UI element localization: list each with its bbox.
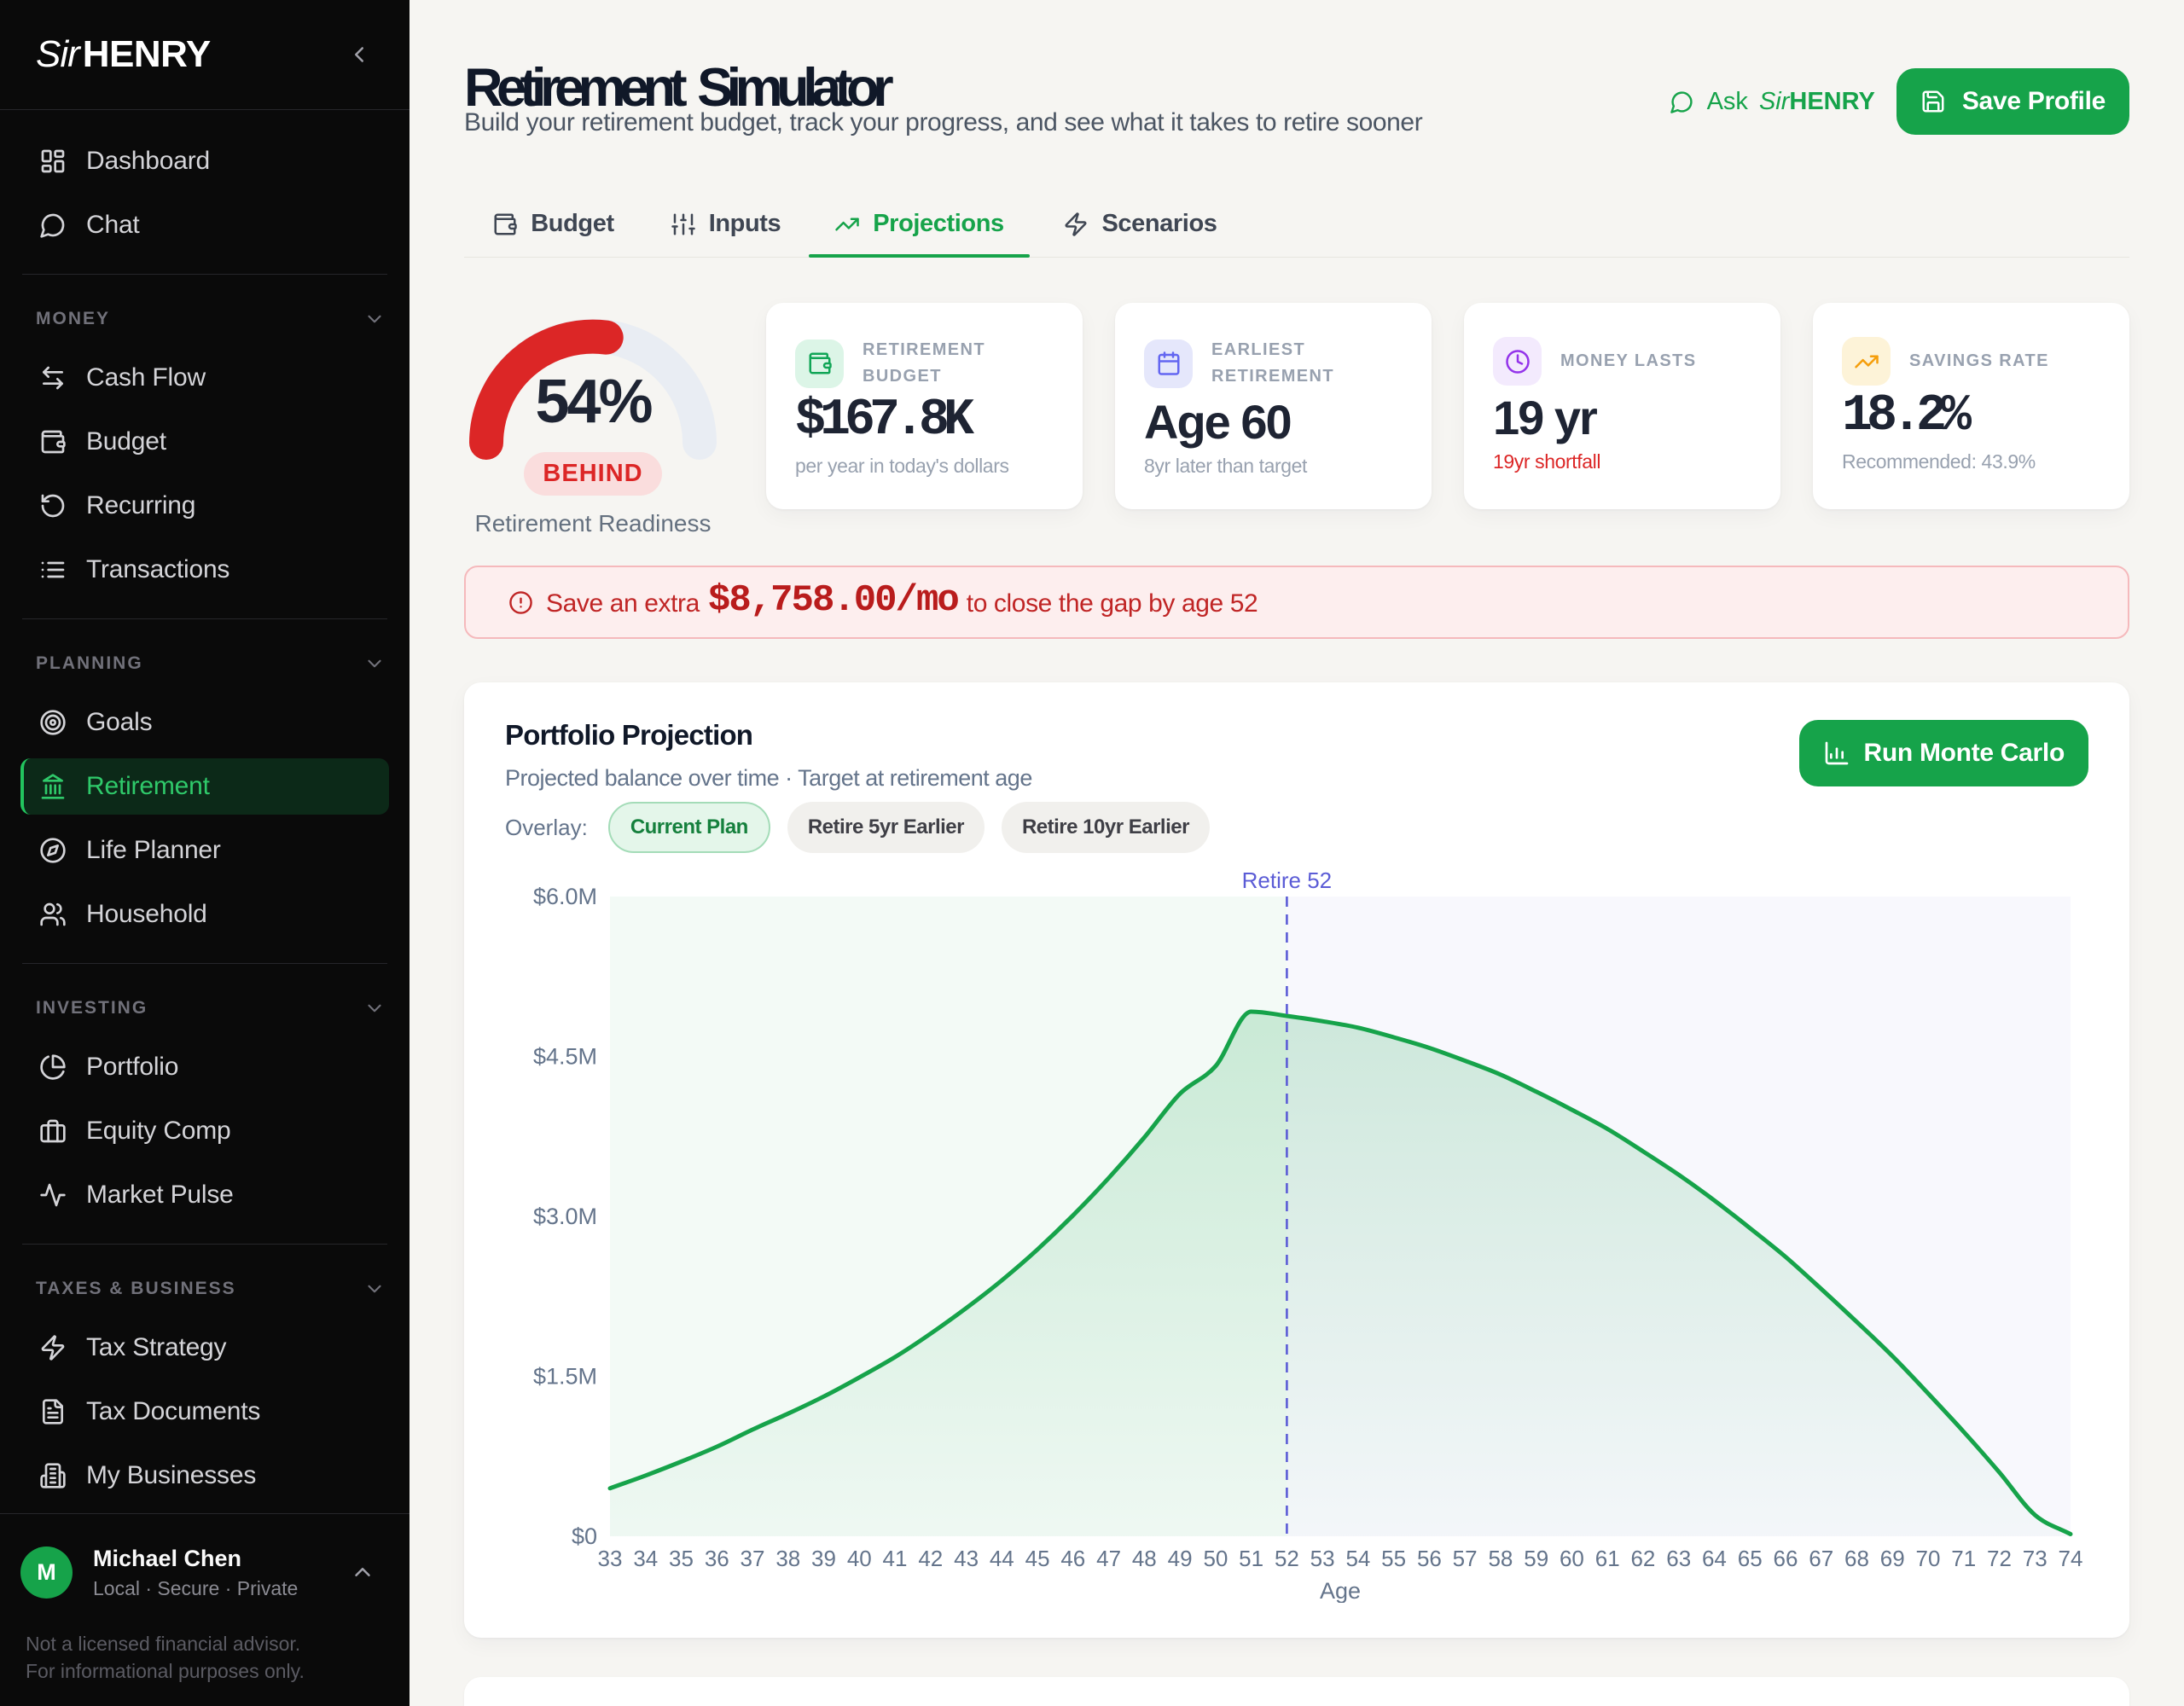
svg-text:52: 52	[1275, 1546, 1299, 1571]
svg-text:34: 34	[633, 1546, 658, 1571]
svg-text:58: 58	[1488, 1546, 1513, 1571]
svg-text:62: 62	[1630, 1546, 1655, 1571]
svg-text:51: 51	[1239, 1546, 1263, 1571]
svg-text:63: 63	[1666, 1546, 1691, 1571]
svg-text:57: 57	[1453, 1546, 1478, 1571]
svg-text:72: 72	[1987, 1546, 2012, 1571]
svg-text:61: 61	[1595, 1546, 1620, 1571]
svg-text:67: 67	[1809, 1546, 1833, 1571]
svg-text:33: 33	[598, 1546, 623, 1571]
svg-text:49: 49	[1168, 1546, 1193, 1571]
svg-text:59: 59	[1524, 1546, 1548, 1571]
svg-text:36: 36	[705, 1546, 729, 1571]
svg-text:50: 50	[1203, 1546, 1228, 1571]
svg-text:70: 70	[1916, 1546, 1941, 1571]
svg-text:$3.0M: $3.0M	[533, 1204, 597, 1229]
svg-text:Retire 52: Retire 52	[1242, 869, 1333, 893]
svg-text:68: 68	[1844, 1546, 1869, 1571]
svg-text:66: 66	[1774, 1546, 1798, 1571]
svg-text:39: 39	[811, 1546, 836, 1571]
svg-text:$1.5M: $1.5M	[533, 1364, 597, 1390]
svg-text:69: 69	[1880, 1546, 1905, 1571]
svg-text:$4.5M: $4.5M	[533, 1044, 597, 1070]
svg-text:71: 71	[1951, 1546, 1976, 1571]
svg-text:Age: Age	[1320, 1578, 1361, 1603]
svg-text:$0: $0	[572, 1523, 597, 1549]
svg-text:54: 54	[1345, 1546, 1370, 1571]
svg-text:48: 48	[1132, 1546, 1157, 1571]
svg-text:43: 43	[954, 1546, 979, 1571]
svg-text:35: 35	[669, 1546, 694, 1571]
svg-text:46: 46	[1060, 1546, 1085, 1571]
svg-text:38: 38	[775, 1546, 800, 1571]
svg-text:45: 45	[1025, 1546, 1050, 1571]
svg-text:47: 47	[1096, 1546, 1121, 1571]
svg-text:74: 74	[2059, 1546, 2083, 1571]
svg-text:55: 55	[1381, 1546, 1406, 1571]
svg-text:64: 64	[1702, 1546, 1727, 1571]
svg-text:53: 53	[1310, 1546, 1335, 1571]
svg-text:73: 73	[2023, 1546, 2048, 1571]
svg-text:41: 41	[883, 1546, 908, 1571]
svg-text:60: 60	[1560, 1546, 1584, 1571]
svg-text:37: 37	[741, 1546, 765, 1571]
svg-text:40: 40	[847, 1546, 872, 1571]
svg-text:44: 44	[990, 1546, 1014, 1571]
svg-text:65: 65	[1738, 1546, 1763, 1571]
svg-text:$6.0M: $6.0M	[533, 884, 597, 909]
svg-text:42: 42	[918, 1546, 943, 1571]
svg-text:56: 56	[1417, 1546, 1442, 1571]
